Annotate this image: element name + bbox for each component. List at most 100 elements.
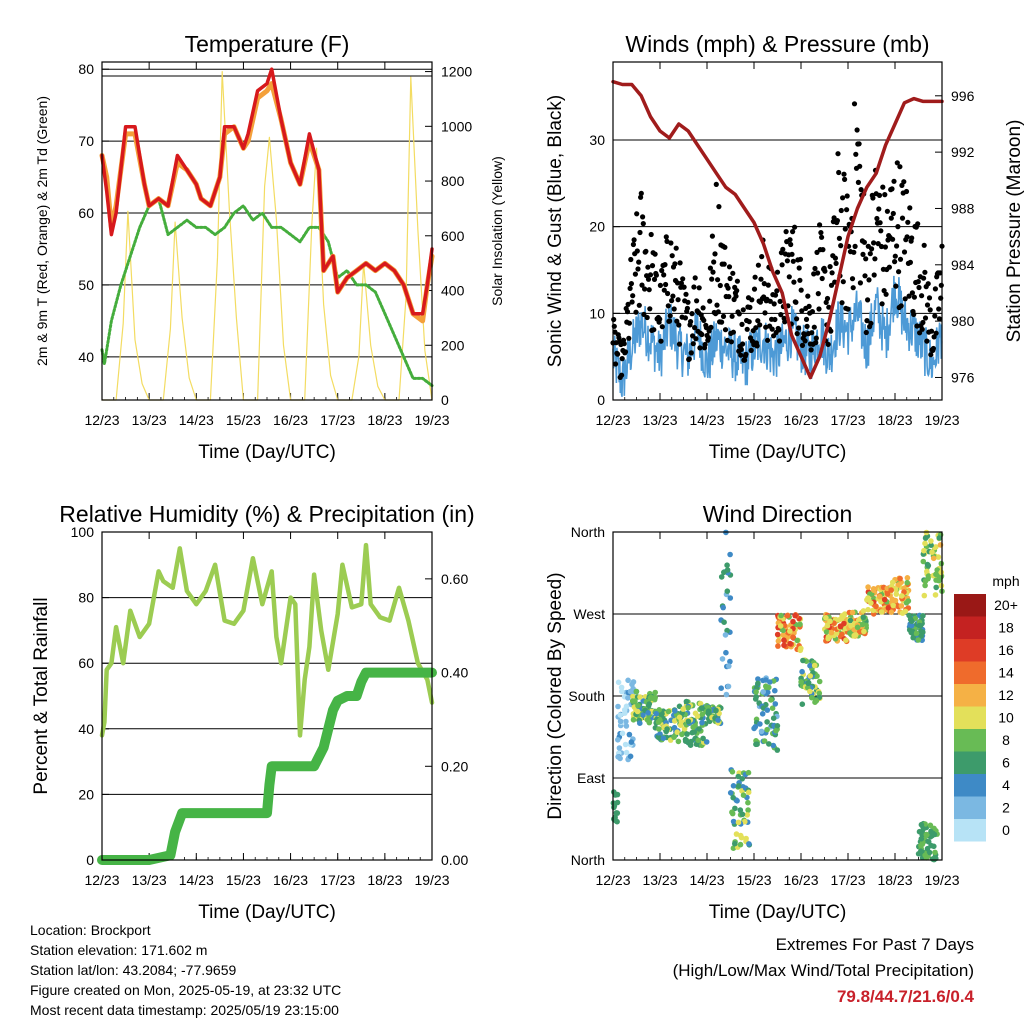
direction-point [723, 691, 730, 698]
gust-point [634, 211, 640, 217]
direction-point [676, 714, 683, 721]
gust-point [799, 342, 806, 348]
gust-point [754, 343, 760, 349]
gust-point [763, 324, 769, 330]
gust-point [828, 328, 834, 334]
dewpoint-line [100, 197, 434, 388]
gust-point [752, 274, 758, 280]
direction-point [744, 812, 750, 818]
direction-point [735, 773, 742, 780]
direction-point [619, 688, 625, 695]
direction-point [905, 598, 912, 604]
gust-point [870, 195, 876, 201]
gust-point [884, 208, 891, 214]
gust-point [726, 294, 732, 300]
direction-point [617, 718, 624, 725]
gust-point [636, 259, 642, 265]
colorbar-swatch [954, 706, 986, 729]
direction-point [766, 684, 772, 691]
gust-point [658, 338, 664, 344]
direction-point [859, 621, 866, 628]
direction-point [764, 707, 771, 713]
gust-point [906, 293, 912, 299]
gust-point [748, 347, 754, 353]
colorbar-swatch [954, 616, 986, 639]
gust-point [643, 248, 649, 254]
colorbar-tick-label: 10 [998, 710, 1014, 726]
gust-point [865, 297, 871, 303]
direction-point [680, 706, 686, 712]
direction-point [677, 722, 684, 728]
direction-point [848, 623, 854, 629]
x-tick-label: 19/23 [924, 872, 959, 888]
direction-point [768, 697, 774, 703]
gust-point [826, 304, 832, 310]
gust-point [638, 194, 644, 200]
y-tick-label: 60 [78, 655, 94, 671]
direction-point [787, 628, 793, 634]
gust-point [632, 271, 639, 277]
gust-point [626, 335, 632, 341]
y2-tick-label: 1000 [441, 118, 472, 134]
direction-point [938, 560, 945, 567]
x-tick-label: 13/23 [132, 412, 167, 428]
gust-point [852, 243, 858, 249]
gust-point [688, 350, 694, 356]
gust-point [818, 230, 824, 236]
gust-point [827, 264, 833, 270]
direction-point [614, 810, 621, 816]
gust-point [894, 160, 900, 166]
gust-point [809, 330, 815, 336]
gust-point [707, 298, 713, 304]
x-tick-label: 18/23 [367, 872, 402, 888]
gust-point [907, 259, 914, 265]
y2-tick-label: 1200 [441, 64, 472, 80]
y-tick-label: 20 [589, 219, 605, 235]
direction-point [685, 705, 691, 711]
gust-point [709, 276, 715, 282]
direction-point [722, 632, 729, 638]
direction-point [715, 717, 721, 723]
gust-point [648, 231, 654, 238]
gust-point [640, 221, 646, 227]
direction-point [745, 807, 751, 813]
direction-point [730, 818, 737, 825]
gust-point [933, 330, 939, 336]
gust-point [771, 301, 777, 307]
gust-point [663, 234, 669, 240]
direction-point [892, 597, 899, 604]
direction-point [936, 535, 943, 541]
gust-point [840, 195, 846, 201]
direction-point [929, 549, 935, 555]
direction-point [825, 634, 832, 640]
gust-point [765, 282, 771, 288]
direction-point [682, 738, 689, 744]
gust-point [854, 127, 860, 133]
direction-point [774, 747, 781, 753]
gust-point [820, 247, 826, 253]
gust-point [664, 238, 670, 244]
extremes-subtitle: (High/Low/Max Wind/Total Precipitation) [672, 961, 974, 980]
gust-point [783, 229, 789, 235]
gust-point [722, 327, 729, 333]
gust-point [812, 265, 818, 272]
plot-frame [612, 531, 943, 861]
gust-point [637, 229, 643, 236]
gust-point [855, 179, 862, 185]
direction-point [769, 705, 776, 711]
gust-point [860, 251, 866, 257]
gust-point [811, 271, 817, 277]
gust-point [708, 324, 714, 330]
extremes-title: Extremes For Past 7 Days [775, 935, 974, 954]
gust-point [901, 249, 908, 255]
direction-point [723, 649, 729, 656]
colorbar-swatch [954, 796, 986, 819]
gust-point [897, 256, 904, 262]
gust-point [872, 256, 878, 262]
y2-tick-label: 200 [441, 337, 465, 353]
y-tick-label: North [571, 524, 605, 540]
gust-point [722, 244, 728, 250]
direction-point [811, 662, 818, 669]
x-tick-label: 14/23 [179, 872, 214, 888]
gust-point [636, 302, 642, 308]
